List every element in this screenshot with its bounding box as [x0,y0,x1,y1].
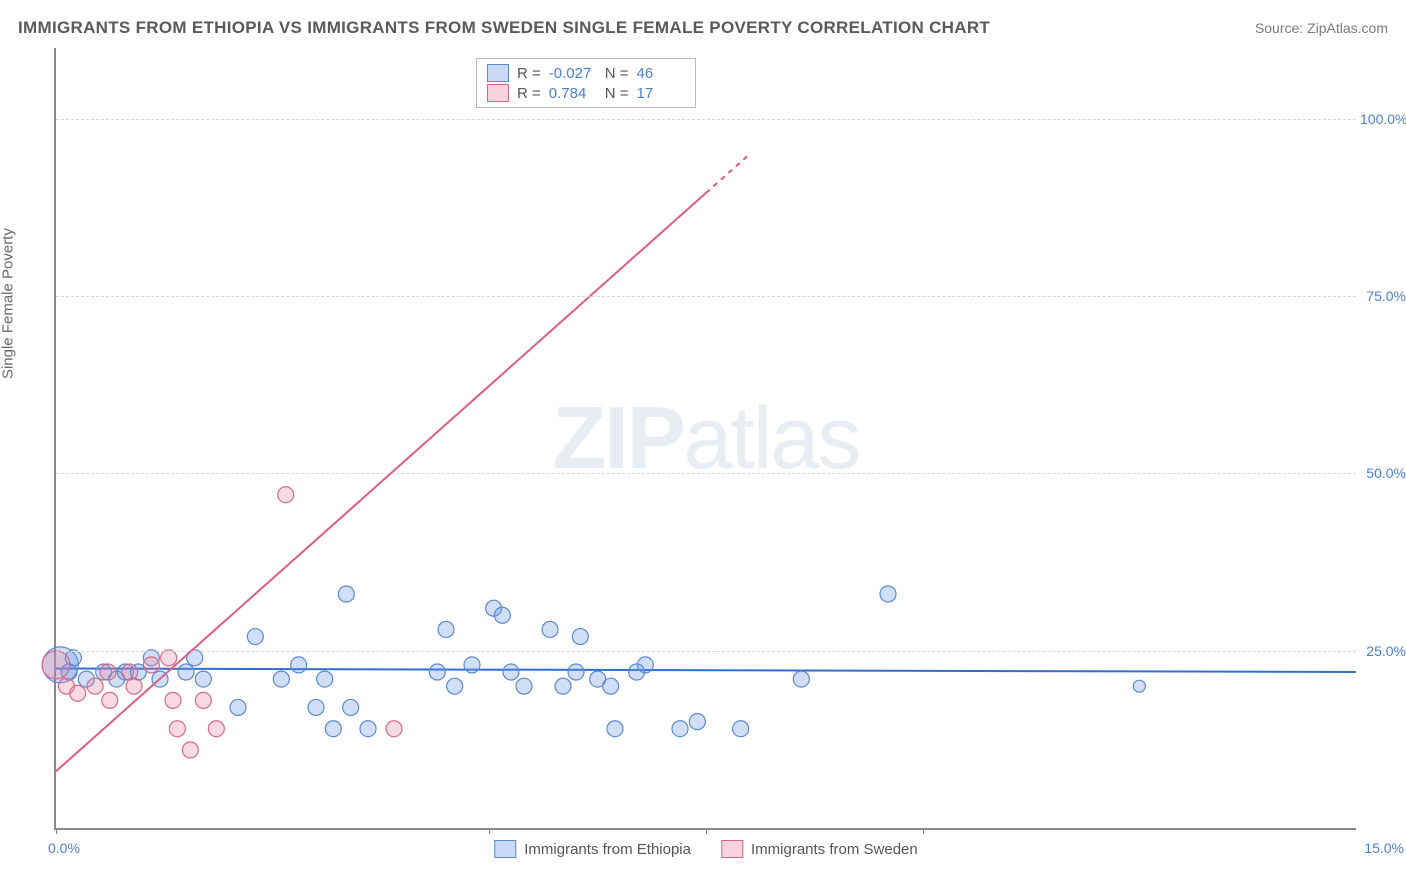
y-tick-label: 100.0% [1360,111,1406,127]
data-point [555,678,571,694]
data-point [572,629,588,645]
data-point [438,621,454,637]
swatch-ethiopia [487,64,509,82]
data-point [178,664,194,680]
data-point [325,721,341,737]
data-point [689,714,705,730]
title-bar: IMMIGRANTS FROM ETHIOPIA VS IMMIGRANTS F… [18,18,1388,38]
data-point [494,607,510,623]
y-tick-label: 25.0% [1360,643,1406,659]
data-point [672,721,688,737]
x-tick-mark [923,828,924,834]
scatter-svg [56,48,1356,828]
legend-series: Immigrants from Ethiopia Immigrants from… [494,840,917,858]
data-point [247,629,263,645]
y-tick-label: 50.0% [1360,465,1406,481]
legend-correlation-box: R = -0.027 N = 46 R = 0.784 N = 17 [476,58,696,108]
data-point [607,721,623,737]
swatch-sweden [487,84,509,102]
legend-row-ethiopia: R = -0.027 N = 46 [487,63,685,83]
data-point [143,657,159,673]
data-point [70,685,86,701]
legend-item-sweden: Immigrants from Sweden [721,840,918,858]
data-point [429,664,445,680]
data-point [165,692,181,708]
data-point [278,487,294,503]
data-point [126,678,142,694]
data-point [195,692,211,708]
swatch-ethiopia-icon [494,840,516,858]
plot-area: ZIPatlas R = -0.027 N = 46 R = 0.784 N =… [54,48,1356,830]
x-tick-label-min: 0.0% [48,840,80,856]
data-point [169,721,185,737]
legend-item-ethiopia: Immigrants from Ethiopia [494,840,691,858]
data-point [208,721,224,737]
x-tick-mark [56,828,57,834]
legend-label-sweden: Immigrants from Sweden [751,841,918,858]
data-point [503,664,519,680]
data-point [343,699,359,715]
data-point [195,671,211,687]
data-point [273,671,289,687]
x-tick-mark [706,828,707,834]
data-point [100,664,116,680]
data-point [542,621,558,637]
data-point [447,678,463,694]
legend-row-sweden: R = 0.784 N = 17 [487,83,685,103]
gridline [56,651,1356,652]
swatch-sweden-icon [721,840,743,858]
gridline [56,296,1356,297]
data-point [182,742,198,758]
y-axis-label: Single Female Poverty [0,228,17,379]
data-point [122,664,138,680]
legend-label-ethiopia: Immigrants from Ethiopia [524,841,691,858]
x-tick-mark [489,828,490,834]
data-point [516,678,532,694]
x-tick-label-max: 15.0% [1364,840,1404,856]
data-point [230,699,246,715]
chart-title: IMMIGRANTS FROM ETHIOPIA VS IMMIGRANTS F… [18,18,990,38]
data-point [161,650,177,666]
data-point [1133,680,1145,692]
data-point [637,657,653,673]
data-point [386,721,402,737]
data-point [603,678,619,694]
gridline [56,119,1356,120]
source-text: Source: ZipAtlas.com [1255,20,1388,36]
data-point [291,657,307,673]
data-point [317,671,333,687]
data-point [464,657,480,673]
data-point [733,721,749,737]
data-point [568,664,584,680]
data-point [793,671,809,687]
gridline [56,473,1356,474]
data-point [338,586,354,602]
y-tick-label: 75.0% [1360,288,1406,304]
data-point [308,699,324,715]
data-point [880,586,896,602]
data-point [102,692,118,708]
data-point [87,678,103,694]
data-point [360,721,376,737]
data-point [42,651,70,679]
